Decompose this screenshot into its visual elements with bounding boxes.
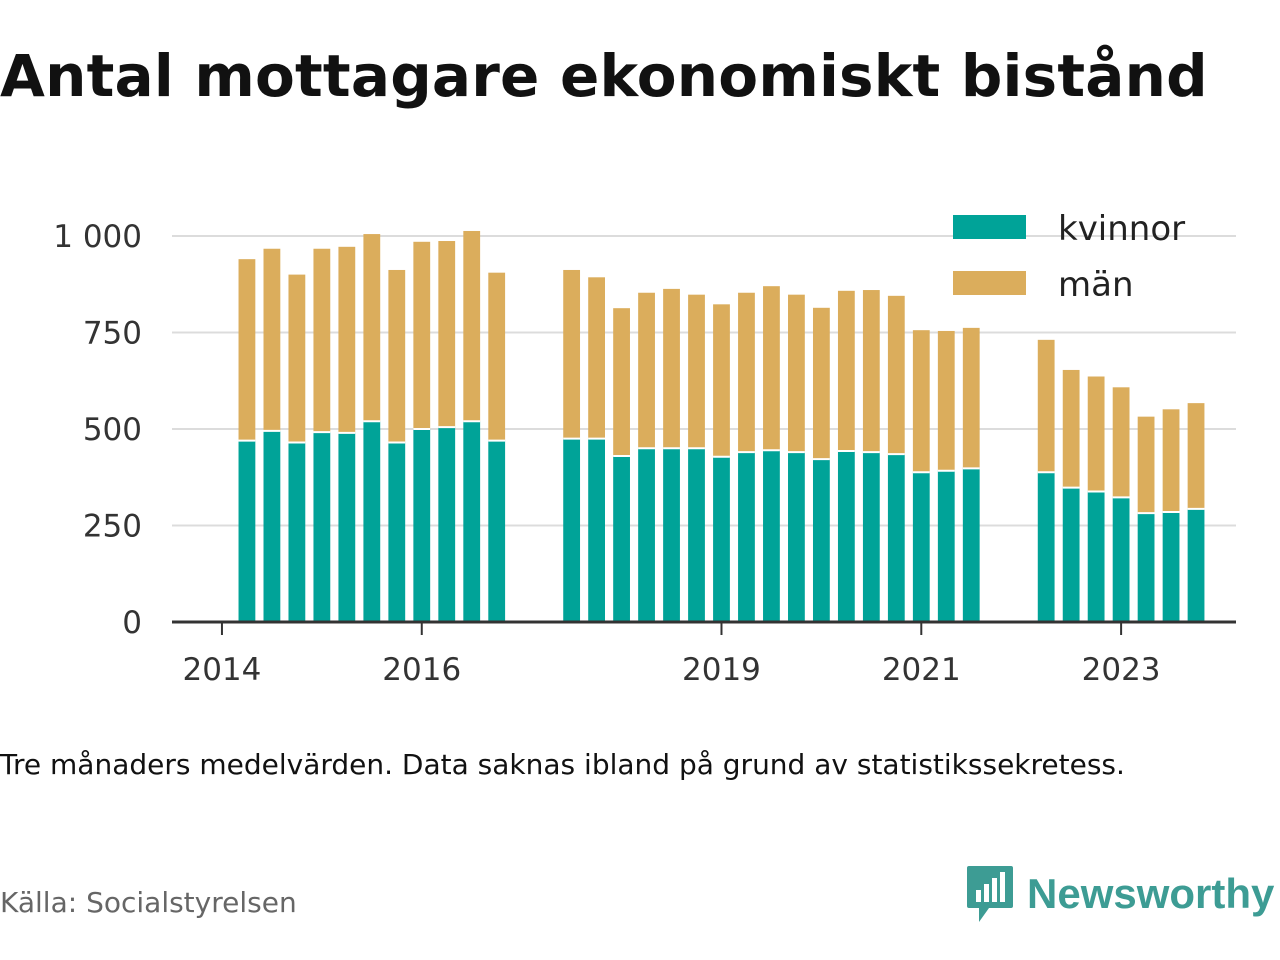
bar-man (288, 274, 306, 443)
bar-man (313, 248, 331, 433)
bar-kvinnor (613, 456, 630, 622)
bar-kvinnor (713, 456, 730, 622)
bar-kvinnor (1087, 491, 1105, 622)
bar-kvinnor (887, 454, 905, 622)
bar-kvinnor (313, 432, 331, 622)
bar-man (338, 246, 356, 433)
bar-man (238, 259, 256, 441)
bar-man (1187, 403, 1205, 509)
bar-man (413, 241, 431, 429)
bar-kvinnor (1137, 513, 1155, 622)
x-axis: 2014 2016 2019 2021 2023 (172, 620, 1236, 688)
bar-kvinnor (413, 429, 431, 622)
bar-kvinnor (1162, 511, 1180, 622)
bar-man (438, 241, 456, 428)
bar-man (1037, 339, 1055, 473)
bar-man (663, 288, 680, 449)
bar-man (812, 307, 830, 460)
legend-swatch-kvinnor (953, 215, 1026, 239)
x-tick-label: 2014 (182, 652, 261, 688)
bar-man (588, 277, 606, 439)
bar-man (1162, 409, 1180, 512)
brand-name: Newsworthy (1027, 870, 1275, 917)
bar-man (788, 294, 805, 453)
bars (238, 230, 1205, 622)
legend-label: män (1058, 265, 1134, 305)
newsworthy-logo-icon (967, 866, 1013, 922)
bar-kvinnor (837, 451, 855, 622)
bar-kvinnor (438, 427, 456, 622)
bar-man (962, 327, 980, 469)
bar-kvinnor (238, 440, 256, 622)
bar-kvinnor (663, 448, 680, 622)
bar-kvinnor (463, 421, 481, 622)
bar-kvinnor (338, 432, 356, 622)
chart-note: Tre månaders medelvärden. Data saknas ib… (0, 748, 1125, 781)
legend: kvinnor män (953, 209, 1185, 305)
bar-man (862, 290, 880, 453)
legend-swatch-man (953, 271, 1026, 295)
bar-kvinnor (288, 442, 306, 622)
bar-man (763, 286, 780, 451)
bar-kvinnor (588, 438, 606, 622)
y-tick-label: 0 (122, 605, 142, 641)
bar-kvinnor (388, 442, 406, 622)
bar-man (488, 272, 506, 441)
bar-kvinnor (1062, 487, 1080, 622)
bar-kvinnor (763, 450, 780, 622)
chart-title: Antal mottagare ekonomiskt bistånd (0, 42, 1208, 110)
newsworthy-brand[interactable]: Newsworthy (965, 862, 1274, 926)
y-tick-label: 1 000 (53, 219, 142, 255)
bar-kvinnor (937, 470, 955, 622)
bar-kvinnor (688, 448, 705, 622)
bar-kvinnor (788, 452, 805, 622)
bar-man (1087, 376, 1105, 492)
bar-kvinnor (1112, 497, 1130, 622)
bar-kvinnor (738, 452, 755, 622)
bar-man (388, 269, 406, 443)
bar-kvinnor (488, 440, 506, 622)
y-tick-label: 750 (83, 316, 142, 352)
bar-man (713, 304, 730, 457)
bar-man (613, 308, 630, 457)
bar-man (263, 248, 281, 431)
y-tick-label: 250 (83, 509, 142, 545)
bar-man (1137, 416, 1155, 514)
bar-chart: 0 250 500 750 1 000 2014 2016 2019 2021 2023 kvi… (53, 209, 1236, 688)
x-tick-label: 2019 (682, 652, 761, 688)
bar-man (638, 292, 655, 449)
bar-kvinnor (638, 448, 655, 622)
bar-man (1112, 387, 1130, 498)
bar-kvinnor (812, 459, 830, 622)
x-tick-label: 2023 (1082, 652, 1161, 688)
bar-man (912, 330, 930, 473)
bar-kvinnor (563, 438, 581, 622)
bar-man (363, 234, 381, 422)
bar-kvinnor (1187, 508, 1205, 622)
bar-kvinnor (263, 430, 281, 622)
legend-label: kvinnor (1058, 209, 1185, 249)
x-tick-label: 2016 (382, 652, 461, 688)
bar-man (837, 290, 855, 452)
bar-kvinnor (363, 421, 381, 622)
y-tick-label: 500 (83, 412, 142, 448)
bar-man (688, 294, 705, 449)
y-axis: 0 250 500 750 1 000 (53, 219, 142, 641)
bar-man (738, 292, 755, 453)
bar-kvinnor (962, 468, 980, 622)
bar-kvinnor (1037, 472, 1055, 622)
bar-man (563, 269, 581, 439)
bar-man (1062, 369, 1080, 488)
source-credit: Källa: Socialstyrelsen (0, 886, 297, 919)
bar-kvinnor (862, 452, 880, 622)
bar-man (937, 330, 955, 471)
bar-man (887, 295, 905, 455)
bar-kvinnor (912, 472, 930, 622)
x-tick-label: 2021 (882, 652, 961, 688)
bar-man (463, 230, 481, 422)
